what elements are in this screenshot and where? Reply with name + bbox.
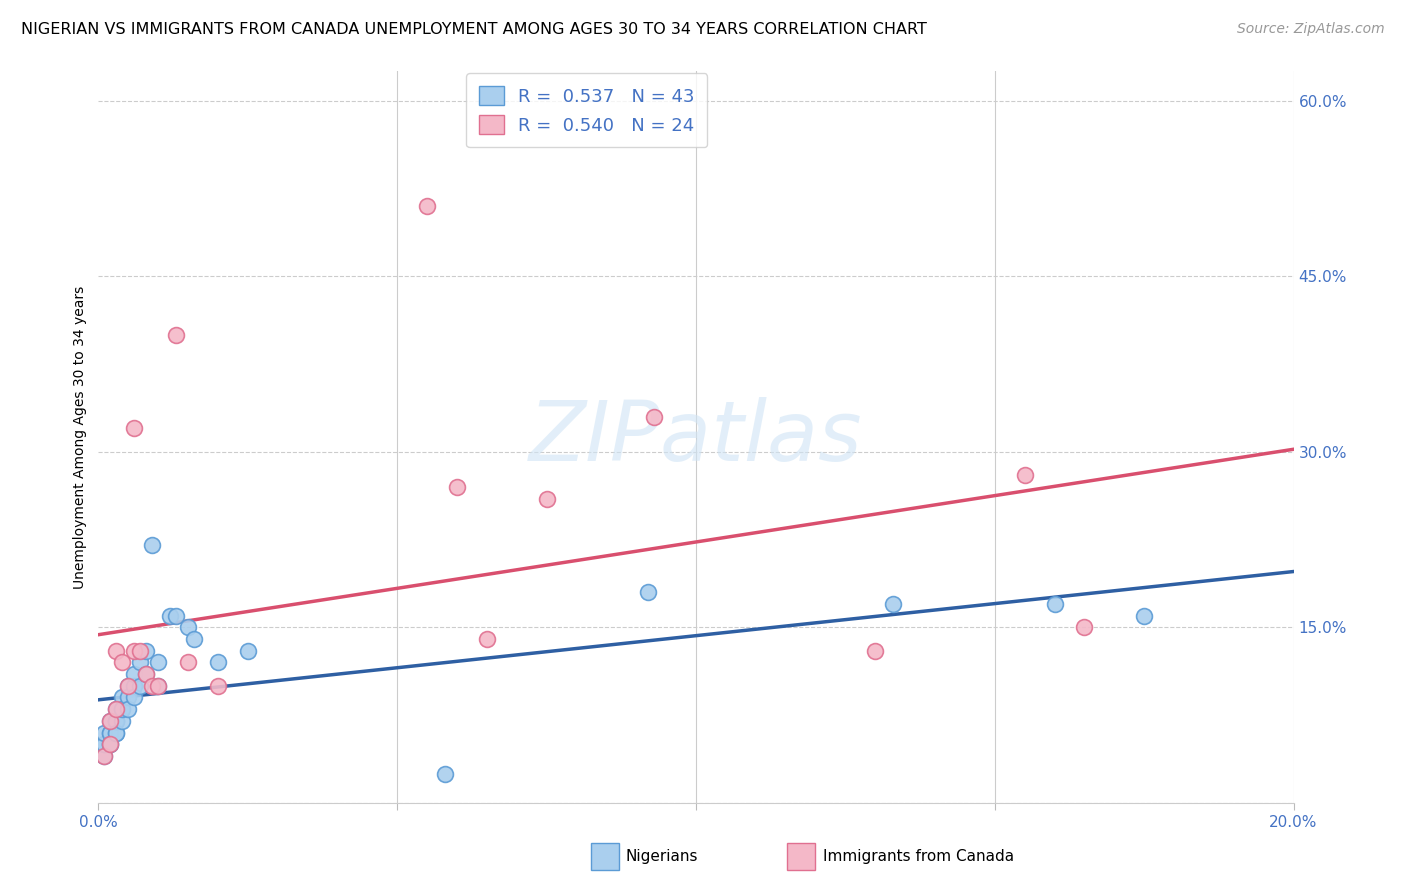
Point bbox=[98, 737, 122, 751]
Point bbox=[98, 714, 122, 728]
Point bbox=[536, 491, 558, 506]
Text: Immigrants from Canada: Immigrants from Canada bbox=[823, 849, 1014, 863]
Legend: R =  0.537   N = 43, R =  0.540   N = 24: R = 0.537 N = 43, R = 0.540 N = 24 bbox=[465, 73, 707, 147]
Point bbox=[865, 643, 887, 657]
Point bbox=[117, 679, 139, 693]
Point bbox=[129, 679, 152, 693]
Point bbox=[1073, 620, 1095, 634]
Point bbox=[1133, 608, 1156, 623]
Point bbox=[129, 656, 152, 670]
Point bbox=[93, 749, 115, 764]
Point bbox=[434, 766, 457, 780]
Point bbox=[124, 643, 146, 657]
Y-axis label: Unemployment Among Ages 30 to 34 years: Unemployment Among Ages 30 to 34 years bbox=[73, 285, 87, 589]
Point bbox=[207, 679, 229, 693]
Point bbox=[98, 737, 122, 751]
Point bbox=[141, 538, 163, 552]
Point bbox=[643, 409, 665, 424]
Point bbox=[124, 690, 146, 705]
Point bbox=[165, 608, 187, 623]
Point bbox=[111, 714, 134, 728]
Point bbox=[105, 714, 128, 728]
Point bbox=[105, 725, 128, 739]
Point bbox=[148, 679, 170, 693]
Point bbox=[98, 725, 122, 739]
Point bbox=[416, 199, 439, 213]
Point bbox=[124, 667, 146, 681]
Point bbox=[105, 702, 128, 716]
Point bbox=[124, 679, 146, 693]
Point bbox=[124, 421, 146, 435]
Point bbox=[141, 679, 163, 693]
Text: ZIPatlas: ZIPatlas bbox=[529, 397, 863, 477]
Point bbox=[111, 702, 134, 716]
Point bbox=[129, 643, 152, 657]
Point bbox=[98, 725, 122, 739]
Point bbox=[1014, 468, 1036, 483]
Point bbox=[1043, 597, 1066, 611]
Point bbox=[105, 643, 128, 657]
Text: NIGERIAN VS IMMIGRANTS FROM CANADA UNEMPLOYMENT AMONG AGES 30 TO 34 YEARS CORREL: NIGERIAN VS IMMIGRANTS FROM CANADA UNEMP… bbox=[21, 22, 927, 37]
Point bbox=[159, 608, 181, 623]
Point bbox=[111, 690, 134, 705]
Point bbox=[111, 656, 134, 670]
Point bbox=[207, 656, 229, 670]
Point bbox=[165, 327, 187, 342]
Text: Source: ZipAtlas.com: Source: ZipAtlas.com bbox=[1237, 22, 1385, 37]
Point bbox=[117, 690, 139, 705]
Point bbox=[105, 725, 128, 739]
Point bbox=[93, 725, 115, 739]
Point bbox=[637, 585, 659, 599]
Point bbox=[177, 620, 200, 634]
Point bbox=[135, 667, 157, 681]
Point bbox=[135, 667, 157, 681]
Point bbox=[475, 632, 498, 646]
Point bbox=[882, 597, 904, 611]
Point bbox=[183, 632, 205, 646]
Point bbox=[98, 737, 122, 751]
Point bbox=[105, 714, 128, 728]
Point bbox=[117, 702, 139, 716]
Point bbox=[148, 656, 170, 670]
Text: Nigerians: Nigerians bbox=[626, 849, 699, 863]
Point bbox=[105, 702, 128, 716]
Point bbox=[135, 643, 157, 657]
Point bbox=[117, 679, 139, 693]
Point bbox=[98, 714, 122, 728]
Point bbox=[177, 656, 200, 670]
Point bbox=[111, 702, 134, 716]
Point bbox=[236, 643, 259, 657]
Point bbox=[446, 480, 468, 494]
Point bbox=[93, 737, 115, 751]
Point bbox=[93, 737, 115, 751]
Point bbox=[93, 749, 115, 764]
Point bbox=[105, 714, 128, 728]
Point bbox=[148, 679, 170, 693]
